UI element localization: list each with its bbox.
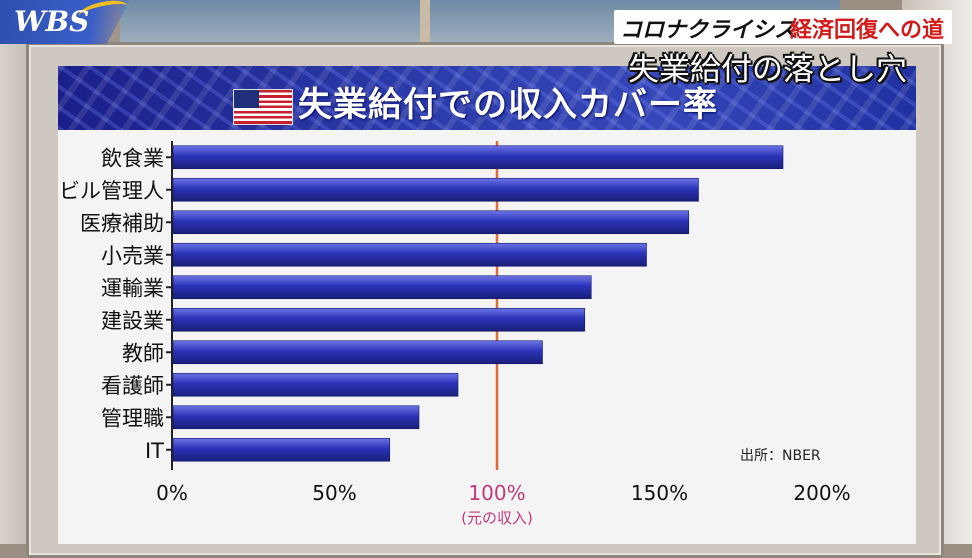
bar-2 (172, 177, 699, 202)
category-label-9: 管理職 (101, 406, 164, 430)
corner-tag-box (614, 10, 952, 44)
category-label-6: 建設業 (101, 309, 164, 333)
x-tick-label-3: 100% (468, 481, 525, 505)
bar-10 (172, 437, 391, 462)
reference-sublabel: (元の収入) (461, 509, 533, 527)
studio-pole (420, 0, 430, 44)
bar-7 (172, 340, 543, 365)
bar-3 (172, 210, 690, 235)
category-label-7: 教師 (122, 341, 164, 365)
broadcast-subtitle: 失業給付の落とし穴 (628, 52, 907, 88)
category-label-2: ビル管理人 (59, 179, 164, 203)
corner-tag-main: 経済回復への道 (790, 18, 945, 43)
corner-tag-prefix: コロナクライシス (620, 18, 797, 43)
category-label-3: 医療補助 (80, 211, 164, 235)
category-label-10: IT (145, 439, 164, 463)
chart-title: 失業給付での収入カバー率 (298, 85, 718, 125)
bar-8 (172, 372, 459, 397)
x-tick-label-2: 50% (312, 481, 356, 505)
x-tick-label-4: 150% (631, 481, 688, 505)
us-flag-icon (233, 89, 293, 125)
bar-5 (172, 275, 592, 300)
bar-9 (172, 405, 420, 430)
source-note: 出所：NBER (740, 448, 821, 464)
flag-canton (234, 90, 259, 108)
bar-4 (172, 242, 647, 267)
category-label-5: 運輸業 (101, 276, 164, 300)
bar-1 (172, 145, 784, 170)
category-label-8: 看護師 (101, 374, 164, 398)
bar-6 (172, 307, 586, 332)
channel-logo-text: WBS (14, 5, 90, 38)
chart-title-banner (58, 66, 916, 130)
category-label-4: 小売業 (101, 244, 164, 268)
x-tick-label-5: 200% (793, 481, 850, 505)
channel-logo (0, 0, 130, 44)
category-label-1: 飲食業 (101, 146, 164, 170)
x-tick-label-1: 0% (156, 481, 188, 505)
